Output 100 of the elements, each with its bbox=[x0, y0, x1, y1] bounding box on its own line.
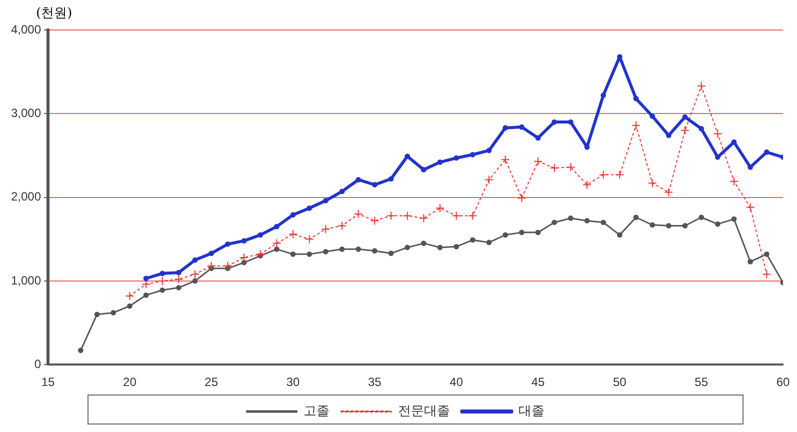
point bbox=[288, 230, 298, 239]
point bbox=[600, 92, 606, 98]
point bbox=[404, 154, 410, 160]
point bbox=[290, 212, 296, 218]
point bbox=[454, 155, 460, 161]
point bbox=[535, 135, 541, 141]
point bbox=[206, 261, 216, 270]
point bbox=[714, 154, 720, 160]
point bbox=[386, 211, 396, 220]
point bbox=[176, 284, 182, 290]
point bbox=[666, 132, 672, 138]
point bbox=[160, 270, 166, 276]
point bbox=[616, 232, 622, 238]
point bbox=[502, 232, 508, 238]
x-tick-label: 60 bbox=[776, 375, 790, 390]
legend-label: 고졸 bbox=[303, 403, 330, 418]
point bbox=[370, 216, 380, 226]
point bbox=[174, 274, 184, 284]
x-tick-label: 35 bbox=[368, 375, 382, 390]
point bbox=[568, 216, 574, 221]
point bbox=[354, 210, 363, 219]
point bbox=[125, 292, 134, 301]
point bbox=[306, 205, 312, 211]
point bbox=[550, 164, 559, 173]
point bbox=[388, 176, 394, 182]
point bbox=[356, 246, 362, 252]
point bbox=[258, 232, 264, 238]
y-tick-label: 1,000 bbox=[11, 273, 42, 288]
point bbox=[632, 120, 641, 130]
point bbox=[762, 270, 772, 279]
point bbox=[338, 221, 347, 230]
point bbox=[372, 248, 378, 254]
point bbox=[648, 178, 657, 188]
point bbox=[436, 204, 445, 213]
point bbox=[223, 261, 232, 270]
point bbox=[680, 126, 690, 135]
legend-label: 전문대졸 bbox=[398, 403, 450, 418]
point bbox=[682, 114, 688, 120]
point bbox=[192, 278, 198, 284]
point bbox=[208, 250, 214, 256]
point bbox=[534, 156, 543, 166]
point bbox=[714, 221, 720, 227]
point bbox=[437, 244, 443, 250]
x-tick-label: 45 bbox=[531, 375, 546, 390]
point bbox=[500, 155, 510, 164]
y-tick-label: 4,000 bbox=[11, 22, 42, 36]
y-tick-label: 2,000 bbox=[11, 190, 42, 204]
point bbox=[470, 152, 476, 158]
point bbox=[615, 170, 624, 180]
point bbox=[192, 257, 198, 263]
point bbox=[110, 310, 116, 316]
point bbox=[94, 312, 100, 318]
point bbox=[322, 198, 328, 204]
point bbox=[698, 126, 704, 132]
point bbox=[664, 188, 674, 197]
point bbox=[696, 82, 706, 91]
y-tick-label: 0 bbox=[34, 356, 42, 371]
point bbox=[486, 148, 492, 154]
point bbox=[535, 230, 541, 236]
point bbox=[764, 149, 770, 155]
y-tick-label: 3,000 bbox=[11, 106, 42, 120]
point bbox=[241, 238, 247, 244]
point bbox=[566, 162, 576, 172]
point bbox=[731, 139, 737, 145]
point bbox=[452, 211, 461, 220]
point bbox=[404, 244, 410, 250]
point bbox=[419, 214, 428, 223]
point bbox=[304, 234, 314, 244]
point bbox=[454, 244, 460, 250]
point bbox=[731, 216, 737, 222]
y-axis-title: (천원) bbox=[36, 5, 72, 22]
point bbox=[126, 303, 132, 309]
point bbox=[748, 259, 754, 264]
point bbox=[224, 241, 230, 247]
point bbox=[650, 222, 656, 228]
point bbox=[486, 240, 492, 246]
point bbox=[633, 96, 639, 102]
point bbox=[190, 270, 200, 279]
point bbox=[339, 188, 345, 194]
point bbox=[240, 253, 249, 262]
x-tick-label: 50 bbox=[612, 375, 627, 390]
point bbox=[176, 270, 182, 276]
point bbox=[388, 250, 394, 256]
point bbox=[730, 176, 738, 186]
x-tick-label: 40 bbox=[450, 375, 464, 390]
point bbox=[470, 237, 476, 243]
point bbox=[633, 214, 639, 220]
point bbox=[468, 211, 478, 220]
point bbox=[748, 164, 754, 170]
point bbox=[290, 251, 296, 257]
point bbox=[598, 170, 608, 180]
point bbox=[274, 246, 280, 252]
point bbox=[698, 214, 704, 220]
point bbox=[682, 223, 688, 228]
point bbox=[256, 250, 265, 259]
point bbox=[78, 348, 84, 354]
point bbox=[158, 276, 167, 286]
point bbox=[160, 287, 166, 293]
point bbox=[241, 260, 247, 266]
point bbox=[143, 276, 149, 282]
